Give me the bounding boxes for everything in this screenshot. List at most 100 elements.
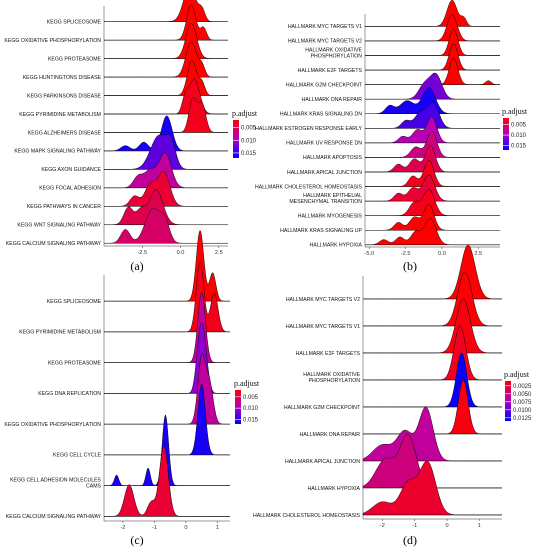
ridge-density [104,353,230,425]
ridge-density [365,43,500,71]
ridge-density [365,87,500,114]
category-label: KEGG FOCAL ADHESION [39,186,101,192]
x-tick-label: 1 [216,525,219,531]
category-label: KEGG SPLICEOSOME [47,19,102,25]
category-label: MESENCHYMAL TRANSITION [289,199,362,205]
ridge-density [365,145,500,173]
legend-tick-label: 0.015 [511,144,527,150]
ridge-density [365,29,500,56]
ridge-density [365,116,500,144]
category-label: KEGG PARKINSONS DISEASE [27,93,102,99]
ridge-density [104,115,228,152]
ridge-density [365,160,500,187]
ridge-density [104,60,228,96]
legend-tick-label: 0.005 [241,126,257,132]
category-label: HALLMARK MYC TARGETS V2 [288,39,362,45]
x-tick-label: -1 [152,525,157,531]
category-label: KEGG CELL ADHESION MOLECULES [10,477,101,483]
category-label: KEGG PATHWAYS IN CANCER [27,204,101,210]
ridge-density [363,352,502,408]
category-label: KEGG ALZHEIMERS DISEASE [28,130,102,136]
ridge-density [104,171,228,207]
category-label: KEGG CELL CYCLE [53,453,101,459]
legend-title: p.adjust [504,370,530,379]
x-tick-label: 0 [445,523,448,529]
category-label: KEGG MAPK SIGNALING PATHWAY [14,149,101,155]
legend-colorbar [503,118,509,150]
legend-tick-label: 0.005 [243,395,259,401]
legend-tick-label: 0.015 [241,151,257,157]
category-label: KEGG AXON GUIDANCE [41,167,101,173]
category-label: KEGG CALCIUM SIGNALING PATHWAY [6,514,102,520]
ridge-density [104,414,230,486]
x-tick-label: 1 [478,523,481,529]
ridge-density [104,0,228,22]
category-label: KEGG SPLICEOSOME [47,299,102,305]
legend-title: p.adjust [502,107,528,116]
ridge-density [362,460,502,516]
x-tick-label: -2.5 [401,251,411,257]
category-label: KEGG CALCIUM SIGNALING PATHWAY [6,241,102,247]
ridge-density [104,23,228,59]
legend-title: p.adjust [232,109,258,118]
ridge-density [104,4,228,41]
x-tick-label: 0 [184,525,187,531]
category-label: KEGG OXIDATIVE PHOSPHORYLATION [4,422,101,428]
ridge-density [104,207,228,244]
ridge-density [365,189,500,216]
ridge-density [104,189,228,225]
category-label: HALLMARK KRAS SIGNALING UP [280,228,362,234]
panel-label-a: (a) [130,259,143,273]
ridge-density [104,152,228,189]
category-label: HALLMARK KRAS SIGNALING DN [280,112,362,118]
ridge-density [365,130,500,158]
category-label: HALLMARK E2F TARGETS [296,351,361,357]
category-label: HALLMARK E2F TARGETS [298,68,363,74]
panel-label-d: (d) [403,533,417,547]
category-label: HALLMARK APOPTOSIS [303,155,363,161]
legend-tick-label: 0.0100 [513,408,532,414]
category-label: PHOSPHORYLATION [309,378,361,384]
category-label: HALLMARK MYOGENESIS [298,213,363,219]
category-label: CAMS [86,483,102,489]
category-label: HALLMARK UV RESPONSE DN [286,141,362,147]
panel-c: -2 -1 0 1 KEGG SPLICEOSOME KEGG PYRIMIDINE ME… [4,229,260,531]
legend-tick-label: 0.0125 [513,416,532,422]
x-tick-label: 2.5 [215,250,223,256]
x-tick-label: -2 [380,523,385,529]
ridge-density [104,134,228,170]
legend-title: p.adjust [234,379,260,388]
category-label: HALLMARK CHOLESTEROL HOMEOSTASIS [255,184,362,190]
legend-tick-label: 0.0075 [513,400,532,406]
category-label: PHOSPHORYLATION [311,53,363,59]
ridge-density [365,203,500,231]
x-tick-label: -5.0 [365,251,375,257]
panel-label-b: (b) [403,259,417,273]
x-tick-label: -2.5 [137,250,147,256]
legend-tick-label: 0.010 [243,406,259,412]
ridge-density [365,72,500,100]
category-label: HALLMARK DNA REPAIR [300,432,361,438]
category-label: HALLMARK HYPOXIA [310,243,363,249]
x-tick-label: -2 [120,525,125,531]
ridge-density [364,218,500,246]
category-label: HALLMARK G2M CHECKPOINT [284,405,361,411]
category-label: HALLMARK OXIDATIVE [303,372,360,378]
legend-colorbar [235,390,241,424]
x-tick-label: 0.0 [438,251,446,257]
ridge-density [104,322,230,394]
category-label: KEGG PROTEASOME [48,360,102,366]
ridge-density [104,41,228,78]
panel-b: -5.0 -2.5 0.0 2.5 HALLMARK MYC TARGETS V1 HAL… [255,0,528,257]
x-tick-label: -1 [412,523,417,529]
x-tick-label: 2.5 [474,251,482,257]
legend-tick-label: 0.010 [511,133,527,139]
panel-d: -2 -1 0 1 HALLMARK MYC TARGETS V2 HALLMARK MY… [253,244,532,529]
category-label: HALLMARK APICAL JUNCTION [285,459,360,465]
category-label: KEGG OXIDATIVE PHOSPHORYLATION [4,38,101,44]
category-label: HALLMARK ESTROGEN RESPONSE EARLY [255,126,362,132]
category-label: KEGG HUNTINGTONS DISEASE [23,75,102,81]
category-label: KEGG PROTEASOME [48,56,102,62]
ridge-density [365,0,500,27]
ridge-density [365,14,500,42]
